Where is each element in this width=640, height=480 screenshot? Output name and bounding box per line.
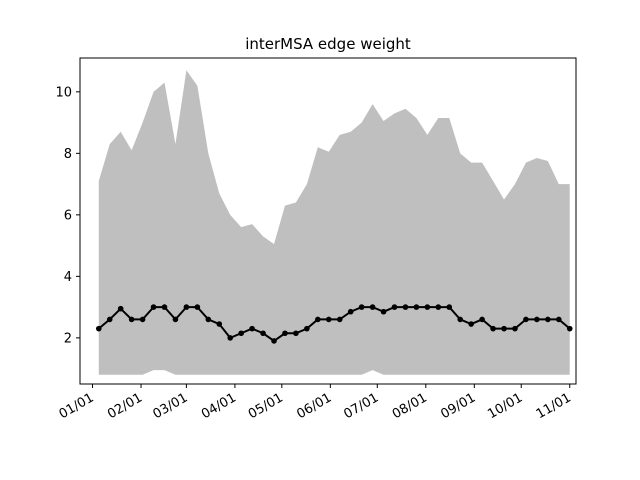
plot-area — [95, 70, 573, 375]
data-point — [271, 338, 277, 344]
data-point — [139, 316, 146, 323]
data-point — [194, 304, 201, 310]
chart-title: interMSA edge weight — [245, 35, 411, 53]
y-tick-label: 4 — [64, 270, 72, 285]
data-point — [534, 316, 540, 323]
data-point — [566, 325, 573, 332]
x-tick-label: 01/01 — [57, 390, 97, 422]
data-point — [402, 304, 409, 310]
data-point — [523, 316, 529, 323]
data-point — [183, 304, 190, 310]
data-point — [468, 321, 474, 327]
data-point — [95, 325, 102, 332]
x-tick-label: 06/01 — [294, 390, 334, 422]
data-point — [216, 321, 223, 327]
y-tick-label: 10 — [55, 85, 72, 100]
x-tick-label: 03/01 — [150, 390, 190, 422]
data-point — [238, 330, 244, 337]
data-point — [512, 325, 518, 332]
data-point — [347, 308, 354, 315]
y-tick-label: 2 — [64, 331, 72, 346]
y-tick-label: 8 — [64, 147, 72, 162]
data-point — [249, 325, 255, 332]
data-point — [106, 316, 113, 323]
x-tick-label: 04/01 — [199, 390, 239, 422]
x-tick-label: 05/01 — [246, 390, 286, 422]
data-point — [358, 304, 365, 310]
data-point — [501, 325, 507, 332]
data-point — [369, 304, 376, 310]
data-point — [150, 304, 157, 310]
data-point — [315, 316, 321, 323]
data-point — [545, 316, 551, 323]
data-point — [457, 316, 464, 323]
data-point — [391, 304, 398, 310]
x-tick-label: 10/01 — [485, 390, 525, 422]
data-point — [304, 325, 310, 332]
data-point — [205, 316, 212, 323]
data-point — [128, 316, 135, 323]
data-point — [424, 304, 431, 310]
data-point — [325, 316, 332, 323]
data-point — [479, 316, 485, 323]
data-point — [336, 316, 343, 323]
data-point — [282, 330, 288, 337]
data-point — [161, 304, 168, 310]
x-tick-label: 11/01 — [534, 390, 574, 422]
data-point — [172, 316, 179, 323]
x-tick-label: 07/01 — [341, 390, 381, 422]
data-point — [293, 330, 299, 337]
y-tick-label: 6 — [64, 208, 72, 223]
data-point — [380, 308, 387, 315]
range-band — [98, 70, 570, 375]
data-point — [490, 325, 496, 332]
data-point — [435, 304, 442, 310]
data-point — [413, 304, 420, 310]
data-point — [555, 316, 562, 323]
data-point — [446, 304, 453, 310]
data-point — [260, 330, 266, 337]
x-tick-label: 08/01 — [390, 390, 430, 422]
data-point — [117, 305, 124, 312]
x-tick-label: 02/01 — [105, 390, 145, 422]
axes-frame — [79, 57, 577, 385]
data-point — [227, 335, 234, 341]
x-tick-label: 09/01 — [438, 390, 478, 422]
